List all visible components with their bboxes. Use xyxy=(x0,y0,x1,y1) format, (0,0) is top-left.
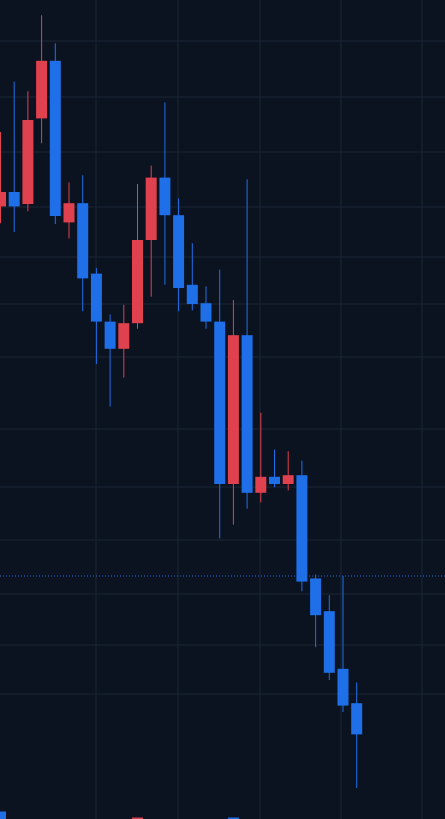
candle-body xyxy=(104,321,116,349)
candle[interactable] xyxy=(269,449,280,488)
candle-body xyxy=(145,177,157,240)
candle[interactable] xyxy=(145,165,157,297)
candle[interactable] xyxy=(104,314,116,407)
candle-body xyxy=(296,475,308,582)
candle-body xyxy=(310,578,322,616)
candle[interactable] xyxy=(49,43,61,224)
candle[interactable] xyxy=(173,198,185,312)
candle-body xyxy=(90,273,102,322)
candle-body xyxy=(282,475,294,484)
candle-body xyxy=(186,284,198,304)
candle-body xyxy=(351,703,363,735)
candle[interactable] xyxy=(351,682,363,788)
candle-body xyxy=(241,335,253,493)
candle[interactable] xyxy=(282,451,294,491)
candle[interactable] xyxy=(255,412,267,503)
candle-body xyxy=(214,321,226,484)
candles-series xyxy=(0,15,363,788)
candle-body xyxy=(323,611,335,673)
candle[interactable] xyxy=(241,179,253,509)
candle-body xyxy=(132,240,143,324)
candle[interactable] xyxy=(22,91,34,212)
candle-body xyxy=(337,668,349,706)
candle[interactable] xyxy=(118,304,130,378)
candle-body xyxy=(200,303,212,322)
volume-bar xyxy=(0,811,6,819)
candle[interactable] xyxy=(296,460,308,592)
volume-bar xyxy=(227,817,239,819)
volume-bars xyxy=(0,811,239,819)
candle[interactable] xyxy=(0,132,6,224)
candle[interactable] xyxy=(77,175,89,312)
candle-body xyxy=(8,192,20,207)
candle-body xyxy=(269,476,280,484)
candle-body xyxy=(173,215,185,288)
candle-body xyxy=(36,60,48,119)
candle[interactable] xyxy=(63,182,75,239)
candle[interactable] xyxy=(90,268,102,364)
candle-body xyxy=(227,335,239,484)
candle[interactable] xyxy=(132,184,143,329)
candle[interactable] xyxy=(8,81,20,232)
candle[interactable] xyxy=(214,269,226,539)
candle-body xyxy=(0,192,6,207)
candle-body xyxy=(49,60,61,216)
candle[interactable] xyxy=(310,574,322,648)
candle-body xyxy=(255,476,267,493)
candle-body xyxy=(22,120,34,204)
candle-body xyxy=(159,177,171,216)
candle-body xyxy=(63,203,75,223)
candle[interactable] xyxy=(200,286,212,329)
candle-body xyxy=(118,323,130,349)
candle[interactable] xyxy=(159,102,171,285)
candle[interactable] xyxy=(337,576,349,712)
volume-bar xyxy=(132,817,143,819)
candle[interactable] xyxy=(36,15,48,144)
candle[interactable] xyxy=(323,595,335,680)
candle[interactable] xyxy=(227,300,239,525)
candle-body xyxy=(77,203,89,279)
candle[interactable] xyxy=(186,243,198,311)
